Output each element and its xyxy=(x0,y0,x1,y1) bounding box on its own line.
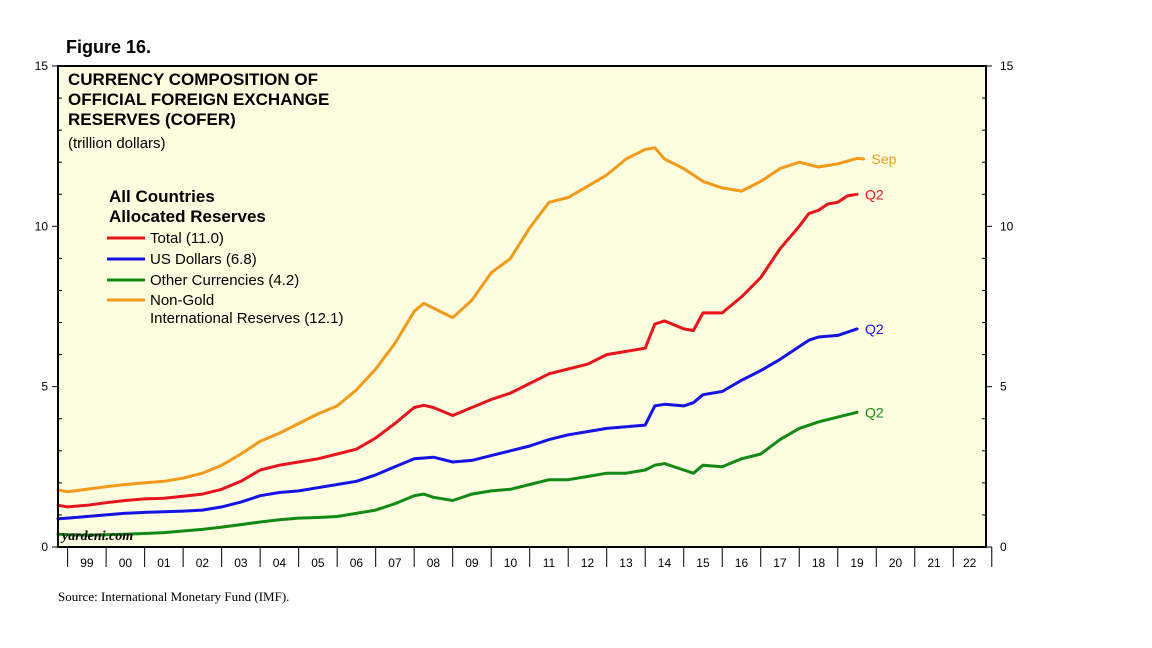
watermark: yardeni.com xyxy=(60,529,133,544)
x-tick-label: 22 xyxy=(963,556,977,570)
x-tick-label: 13 xyxy=(619,556,633,570)
chart-title-line-2: OFFICIAL FOREIGN EXCHANGE xyxy=(68,90,329,109)
chart-title-line-1: CURRENCY COMPOSITION OF xyxy=(68,70,318,89)
legend-label-total: Total (11.0) xyxy=(150,230,224,247)
x-tick-label: 18 xyxy=(812,556,826,570)
x-tick-label: 05 xyxy=(311,556,325,570)
x-tick-label: 06 xyxy=(350,556,364,570)
x-tick-label: 11 xyxy=(543,556,556,570)
x-tick-label: 16 xyxy=(735,556,749,570)
x-tick-label: 10 xyxy=(504,556,518,570)
x-tick-label: 15 xyxy=(696,556,710,570)
chart-title-line-3: RESERVES (COFER) xyxy=(68,110,236,129)
x-tick-label: 02 xyxy=(196,556,210,570)
x-tick-label: 20 xyxy=(889,556,903,570)
x-tick-label: 08 xyxy=(427,556,441,570)
y-tick-label-right: 15 xyxy=(1000,59,1014,73)
chart-subtitle: (trillion dollars) xyxy=(68,135,166,152)
legend-label-non-gold-line-2: International Reserves (12.1) xyxy=(150,310,343,327)
x-tick-label: 04 xyxy=(273,556,287,570)
y-tick-label-right: 10 xyxy=(1000,219,1014,233)
x-tick-label: 09 xyxy=(465,556,479,570)
legend-label-non-gold-line-1: Non-Gold xyxy=(150,292,214,309)
x-tick-label: 14 xyxy=(658,556,672,570)
y-tick-label-left: 5 xyxy=(41,380,48,394)
legend-title-line-1: All Countries xyxy=(109,187,215,206)
end-label-total: Q2 xyxy=(865,186,884,202)
x-tick-label: 19 xyxy=(850,556,864,570)
x-tick-label: 01 xyxy=(157,556,171,570)
y-tick-label-left: 0 xyxy=(41,540,48,554)
y-tick-label-right: 0 xyxy=(1000,540,1007,554)
legend-title-line-2: Allocated Reserves xyxy=(109,207,266,226)
x-tick-label: 03 xyxy=(234,556,248,570)
end-label-non-gold-reserves: Sep xyxy=(872,151,897,167)
x-tick-label: 21 xyxy=(927,556,941,570)
x-tick-label: 17 xyxy=(773,556,787,570)
x-tick-label: 12 xyxy=(581,556,595,570)
end-label-us-dollars: Q2 xyxy=(865,321,884,337)
y-tick-label-left: 15 xyxy=(35,59,49,73)
y-tick-label-left: 10 xyxy=(35,219,49,233)
legend-label-other-currencies: Other Currencies (4.2) xyxy=(150,272,299,289)
x-tick-label: 07 xyxy=(388,556,402,570)
legend-label-us-dollars: US Dollars (6.8) xyxy=(150,251,257,268)
source-note: Source: International Monetary Fund (IMF… xyxy=(58,589,289,605)
end-label-other-currencies: Q2 xyxy=(865,404,884,420)
y-tick-label-right: 5 xyxy=(1000,380,1007,394)
x-tick-label: 00 xyxy=(119,556,133,570)
x-tick-label: 99 xyxy=(80,556,94,570)
